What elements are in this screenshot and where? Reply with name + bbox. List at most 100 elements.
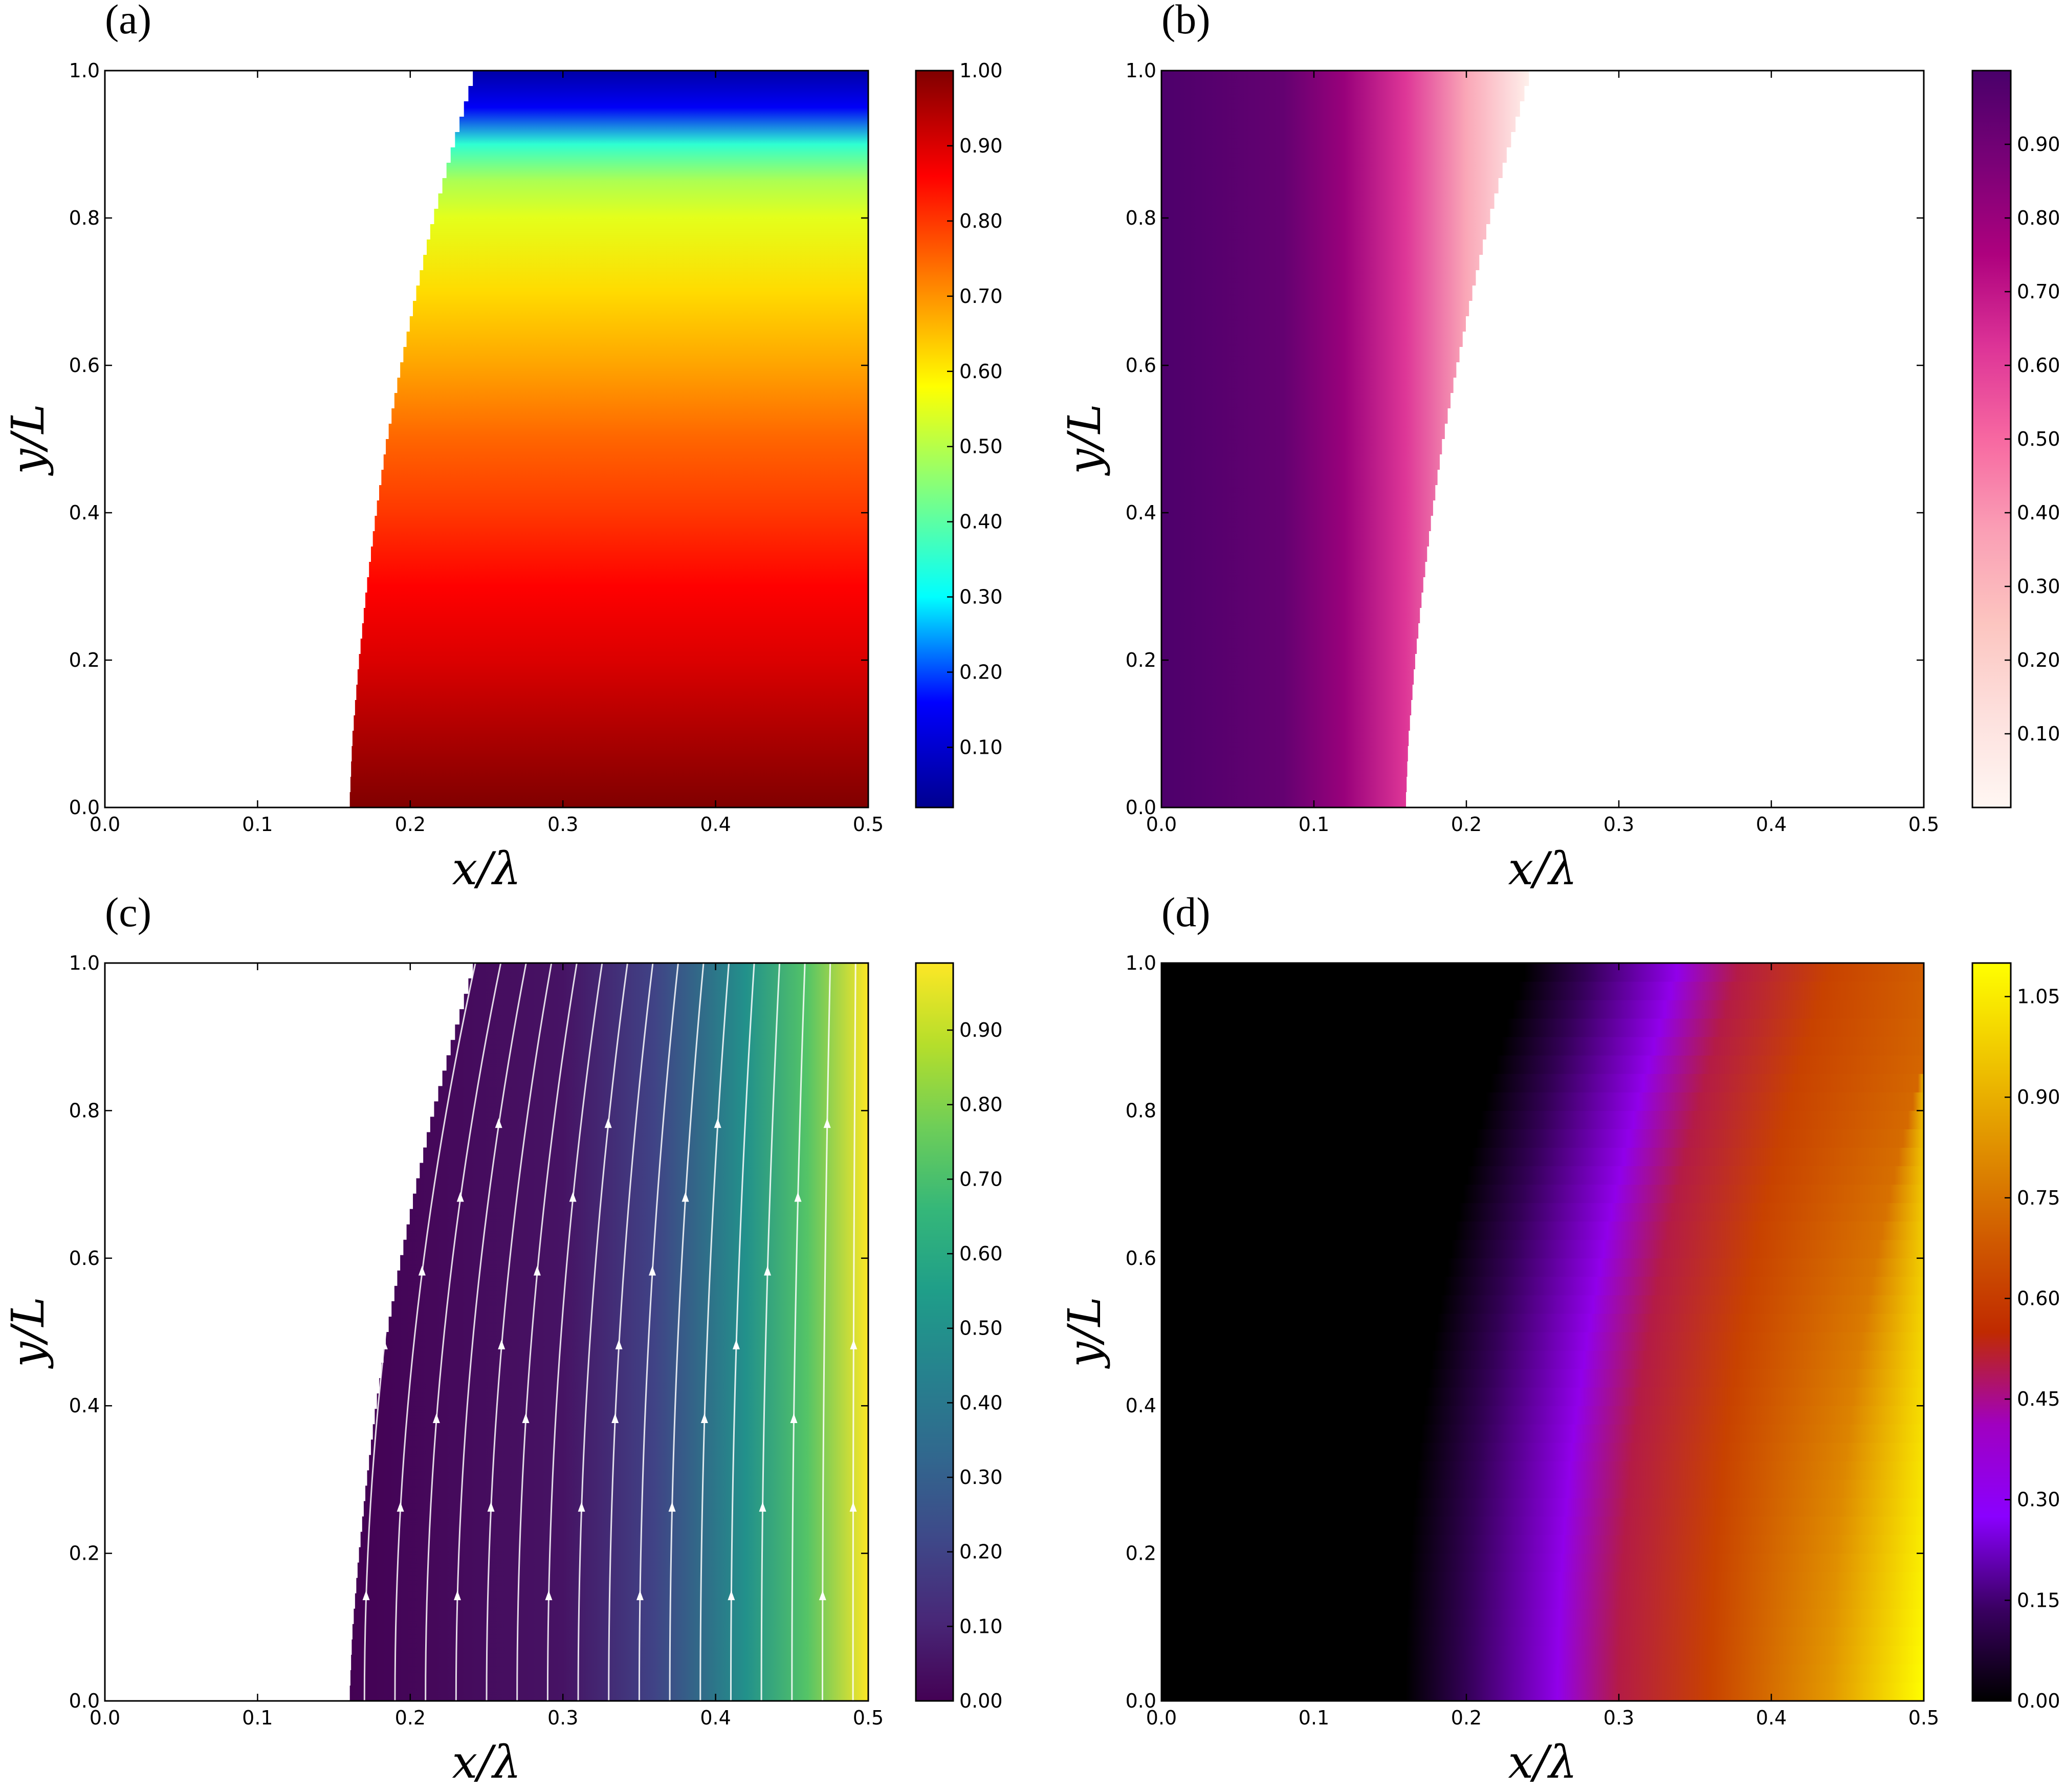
streamline-arrow xyxy=(487,1502,495,1512)
y-tick-label: 0.0 xyxy=(69,796,100,819)
streamline-arrow xyxy=(545,1590,553,1601)
x-tick-label: 0.3 xyxy=(547,1707,578,1729)
colorbar-tick-label: 0.15 xyxy=(2017,1589,2060,1611)
x-axis-label: x/λ xyxy=(452,842,521,895)
streamline-arrow xyxy=(682,1192,689,1202)
colorbar-tick-label: 0.50 xyxy=(959,435,1003,458)
colorbar xyxy=(1971,962,2012,1702)
colorbar-tick-label: 0.80 xyxy=(959,210,1003,232)
field-strip xyxy=(1161,1645,1924,1665)
streamline xyxy=(730,963,755,1701)
x-tick-label: 0.3 xyxy=(1603,1707,1634,1729)
y-tick-label: 0.6 xyxy=(1126,354,1156,377)
x-axis-label: x/λ xyxy=(1508,1736,1577,1788)
field-strip xyxy=(1161,1682,1924,1701)
field-strip xyxy=(1161,1627,1924,1646)
panel-label: (a) xyxy=(105,0,151,42)
field-strip xyxy=(1161,981,1924,1000)
streamline-arrow xyxy=(823,1118,831,1128)
x-tick-label: 0.2 xyxy=(1451,1707,1482,1729)
streamline-arrow xyxy=(728,1590,735,1601)
y-tick-label: 0.4 xyxy=(1126,1394,1156,1417)
colorbar-tick-label: 0.80 xyxy=(959,1094,1003,1116)
panel-b: 0.0 0.1 0.2 0.3 0.4 0.5 0.0 0.2 0.4 0.6 0.8 1.0 x/λ y… xyxy=(1058,0,2060,895)
x-axis-label: x/λ xyxy=(452,1736,521,1788)
field-strip xyxy=(1161,1092,1924,1111)
x-tick-label: 0.1 xyxy=(242,1707,273,1729)
panel-label: (c) xyxy=(105,889,151,935)
field-strip xyxy=(1161,1369,1924,1388)
colorbar-tick-label: 0.60 xyxy=(959,1242,1003,1265)
x-tick-label: 0.4 xyxy=(700,1707,731,1729)
x-tick-label: 0.2 xyxy=(395,813,426,836)
colorbar-tick-label: 0.00 xyxy=(2017,1690,2060,1712)
field-strip xyxy=(1161,1110,1924,1129)
colorbar-tick-label: 0.20 xyxy=(959,1541,1003,1563)
x-tick-label: 0.0 xyxy=(90,813,120,836)
streamline-arrow xyxy=(794,1192,802,1202)
streamline xyxy=(425,963,502,1701)
axes-frame xyxy=(1160,70,1925,808)
field-strip xyxy=(1161,1387,1924,1406)
streamline-arrow xyxy=(700,1413,708,1424)
streamline-arrow xyxy=(495,1118,502,1128)
heatmap-field xyxy=(349,71,868,807)
y-tick-label: 0.8 xyxy=(1126,1099,1156,1122)
field-strip xyxy=(1161,1590,1924,1609)
colorbar-tick-label: 0.60 xyxy=(959,360,1003,383)
streamline xyxy=(394,963,476,1701)
field-strip xyxy=(1161,1166,1924,1185)
field-gradient xyxy=(349,963,868,1701)
streamline xyxy=(486,963,553,1701)
y-tick-label: 0.6 xyxy=(69,1247,100,1270)
y-tick-label: 0.6 xyxy=(69,354,100,377)
y-tick-label: 0.2 xyxy=(69,1542,100,1565)
x-tick-label: 0.0 xyxy=(90,1707,120,1729)
colorbar-tick-label: 0.75 xyxy=(2017,1187,2060,1209)
streamline-arrow xyxy=(790,1413,798,1424)
streamline-arrow xyxy=(668,1502,676,1512)
y-tick-label: 1.0 xyxy=(69,952,100,974)
x-tick-label: 0.5 xyxy=(853,813,884,836)
streamline-arrow xyxy=(522,1413,530,1424)
field-strip xyxy=(1161,1332,1924,1351)
x-tick-label: 0.3 xyxy=(547,813,578,836)
streamline-arrow xyxy=(498,1339,506,1349)
field-strip xyxy=(1161,1461,1924,1480)
y-tick-label: 0.0 xyxy=(1126,796,1156,819)
colorbar xyxy=(915,962,954,1702)
x-tick-label: 0.5 xyxy=(853,1707,884,1729)
x-tick-label: 0.3 xyxy=(1603,813,1634,836)
y-tick-label: 0.4 xyxy=(1126,501,1156,524)
colorbar-tick-label: 0.60 xyxy=(2017,1287,2060,1309)
y-tick-label: 0.4 xyxy=(69,1394,100,1417)
x-tick-label: 0.1 xyxy=(242,813,273,836)
field-strip xyxy=(1161,1000,1924,1019)
axes-frame xyxy=(1160,962,1925,1702)
field-strip xyxy=(1161,1443,1924,1461)
field-strip xyxy=(1161,1313,1924,1332)
colorbar-tick-label: 0.70 xyxy=(959,285,1003,308)
streamline-arrow xyxy=(714,1118,721,1128)
x-tick-label: 0.1 xyxy=(1299,813,1329,836)
streamlines xyxy=(362,963,858,1701)
field-strip xyxy=(1161,1608,1924,1628)
field-strip xyxy=(1161,1276,1924,1296)
field-strip xyxy=(1161,1406,1924,1425)
y-tick-label: 0.8 xyxy=(1126,207,1156,229)
field-strip xyxy=(1161,1037,1924,1056)
y-tick-label: 0.8 xyxy=(69,207,100,229)
colorbar-tick-label: 0.40 xyxy=(959,511,1003,533)
streamline-arrow xyxy=(764,1265,772,1276)
streamline xyxy=(791,963,806,1701)
field-strip xyxy=(1161,963,1924,982)
streamline-arrow xyxy=(850,1339,858,1349)
colorbar-tick-label: 0.60 xyxy=(2017,354,2060,377)
colorbar-tick-label: 0.30 xyxy=(959,1466,1003,1489)
panel-c: 0.0 0.1 0.2 0.3 0.4 0.5 0.0 0.2 0.4 0.6 0.8 1.0 x/λ y… xyxy=(2,889,1003,1788)
streamline-arrow xyxy=(604,1118,612,1128)
streamline-arrow xyxy=(578,1502,585,1512)
colorbar-tick-label: 0.30 xyxy=(2017,1489,2060,1511)
streamline-arrow xyxy=(362,1590,370,1601)
